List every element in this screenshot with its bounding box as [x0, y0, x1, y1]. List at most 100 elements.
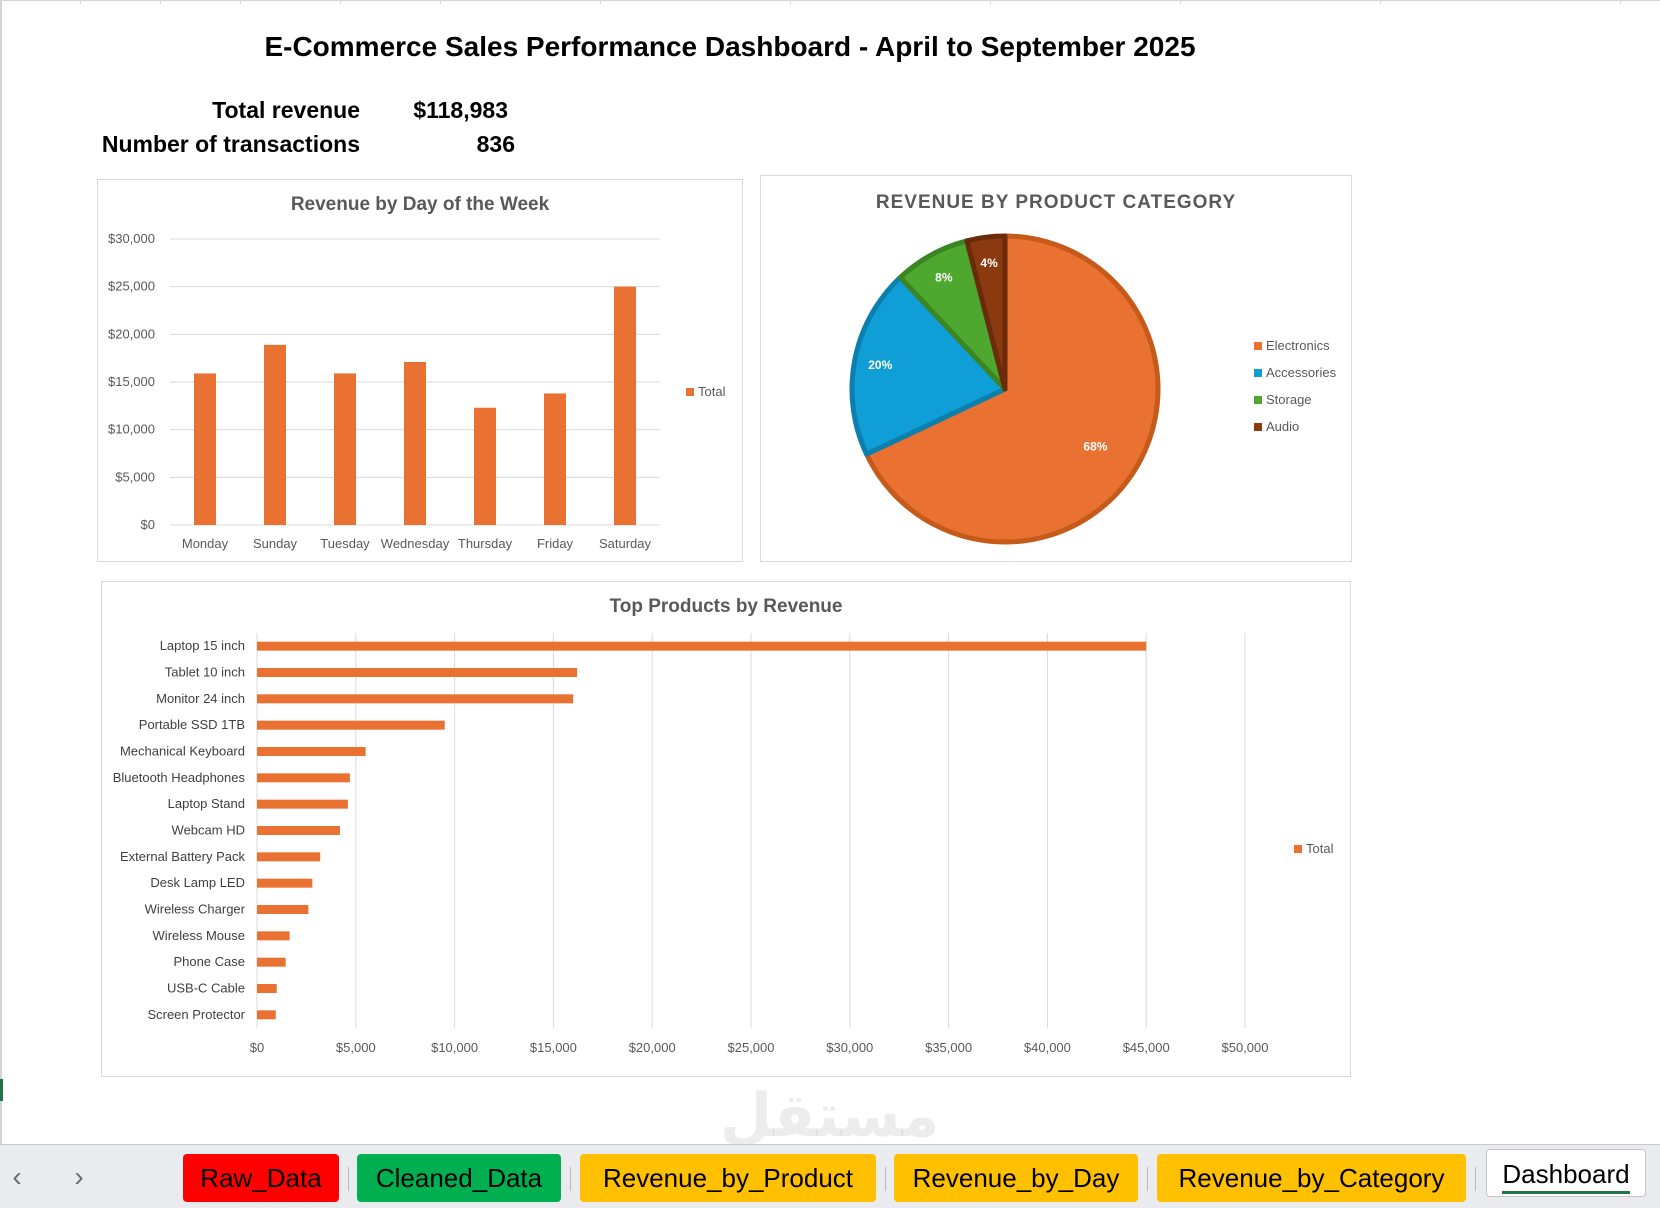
x-tick-label: $5,000	[336, 1040, 376, 1055]
x-tick-label: $20,000	[629, 1040, 676, 1055]
tab-revenue-by-category[interactable]: Revenue_by_Category	[1157, 1154, 1466, 1202]
pie-data-label: 68%	[1083, 439, 1107, 453]
tab-cleaned-data[interactable]: Cleaned_Data	[357, 1154, 561, 1202]
selection-indicator	[0, 1079, 3, 1101]
pie-slice-audio	[964, 233, 1008, 392]
x-tick-label: $45,000	[1123, 1040, 1170, 1055]
bar-product	[257, 773, 350, 783]
y-tick-label: External Battery Pack	[120, 849, 245, 864]
y-tick-label: Mechanical Keyboard	[120, 744, 245, 759]
tab-revenue-by-product[interactable]: Revenue_by_Product	[580, 1154, 876, 1202]
y-tick-label: $0	[141, 517, 155, 532]
bar-product	[257, 694, 574, 704]
y-tick-label: $20,000	[108, 326, 155, 341]
column-gridline	[1180, 1, 1181, 4]
revenue-by-day-plot: $0 $5,000 $10,000 $15,000 $20,000 $25,000 $30,…	[108, 231, 726, 551]
x-tick-label: $35,000	[925, 1040, 972, 1055]
revenue-by-category-title: REVENUE BY PRODUCT CATEGORY	[875, 192, 1237, 213]
column-gridline	[1380, 1, 1381, 4]
y-tick-label: Bluetooth Headphones	[113, 770, 246, 785]
x-tick-label: Friday	[537, 536, 574, 551]
legend-swatch-electronics	[1254, 342, 1262, 350]
sheet-left-border	[0, 1, 2, 1145]
tab-separator	[348, 1167, 349, 1191]
x-tick-label: $0	[250, 1040, 264, 1055]
y-tick-label: USB-C Cable	[167, 981, 245, 996]
y-tick-label: Screen Protector	[147, 1007, 245, 1022]
tab-label: Revenue_by_Product	[602, 1163, 854, 1193]
column-gridline	[80, 1, 81, 4]
tab-label: Revenue_by_Day	[912, 1163, 1120, 1193]
legend-label: Total	[698, 384, 726, 399]
y-tick-label: Phone Case	[173, 954, 245, 969]
x-tick-label: Wednesday	[381, 536, 450, 551]
x-tick-label: $25,000	[728, 1040, 775, 1055]
tab-label: Revenue_by_Category	[1178, 1163, 1445, 1193]
bar-product	[257, 931, 290, 941]
pie-data-label: 20%	[868, 358, 892, 372]
legend-swatch-audio	[1254, 423, 1262, 431]
x-tick-label: $40,000	[1024, 1040, 1071, 1055]
bar-thursday	[474, 407, 496, 525]
sheet-tab-bar: ‹ › Raw_Data Cleaned_Data Revenue_by_Pro…	[0, 1144, 1660, 1208]
bar-product	[257, 799, 348, 809]
y-tick-label: $10,000	[108, 422, 155, 437]
revenue-by-category-chart[interactable]: REVENUE BY PRODUCT CATEGORY 68% 20% 8% 4% El…	[760, 175, 1352, 562]
revenue-by-day-chart[interactable]: Revenue by Day of the Week $0 $5,000 $10,0…	[97, 179, 743, 562]
column-gridline	[340, 1, 341, 4]
column-gridline	[440, 1, 441, 4]
legend-swatch-accessories	[1254, 369, 1262, 377]
tab-revenue-by-day[interactable]: Revenue_by_Day	[894, 1154, 1138, 1202]
bar-product	[257, 852, 321, 862]
tab-label: Dashboard	[1502, 1159, 1630, 1194]
legend-label: Audio	[1266, 419, 1299, 434]
bar-product	[257, 957, 286, 967]
y-tick-label: $30,000	[108, 231, 155, 246]
pie-slice-electronics	[864, 233, 1161, 545]
y-tick-label: Wireless Charger	[145, 902, 246, 917]
x-tick-label: $30,000	[826, 1040, 873, 1055]
bar-product	[257, 1010, 276, 1020]
x-tick-label: $50,000	[1222, 1040, 1269, 1055]
tab-label: Raw_Data	[200, 1163, 322, 1193]
tab-raw-data[interactable]: Raw_Data	[183, 1154, 339, 1202]
y-tick-label: $25,000	[108, 279, 155, 294]
tab-label: Cleaned_Data	[375, 1163, 543, 1193]
tab-dashboard[interactable]: Dashboard	[1486, 1149, 1646, 1197]
bar-product	[257, 826, 340, 835]
column-gridline	[600, 1, 601, 4]
dashboard-title: E-Commerce Sales Performance Dashboard -…	[264, 31, 1196, 62]
bar-product	[257, 905, 309, 914]
column-gridline	[790, 1, 791, 4]
top-products-plot: $0 $5,000 $10,000 $15,000 $20,000 $25,000 $30,…	[113, 633, 1334, 1055]
pie-data-label: 8%	[935, 271, 953, 285]
top-products-title: Top Products by Revenue	[609, 596, 843, 617]
tab-separator	[1475, 1167, 1476, 1191]
bar-product	[257, 984, 277, 993]
bar-tuesday	[334, 373, 356, 525]
x-tick-label: Monday	[182, 536, 229, 551]
y-tick-label: Laptop Stand	[168, 796, 245, 811]
bar-product	[257, 668, 578, 677]
tab-separator	[885, 1167, 886, 1191]
y-tick-label: Laptop 15 inch	[160, 638, 245, 653]
x-tick-label: Saturday	[599, 536, 652, 551]
pie-slice-accessories	[849, 274, 1008, 457]
prev-sheet-icon[interactable]: ‹	[12, 1161, 22, 1192]
x-tick-label: Sunday	[253, 536, 298, 551]
worksheet-area[interactable]: E-Commerce Sales Performance Dashboard -…	[0, 0, 1660, 1149]
revenue-by-category-plot: 68% 20% 8% 4% Electronics Accessories Storage A…	[849, 233, 1337, 545]
bar-wednesday	[404, 361, 426, 525]
x-tick-label: $15,000	[530, 1040, 577, 1055]
next-sheet-icon[interactable]: ›	[74, 1161, 84, 1192]
y-tick-label: Webcam HD	[172, 823, 245, 838]
pie-data-label: 4%	[980, 256, 998, 270]
y-tick-label: Monitor 24 inch	[156, 691, 245, 706]
top-products-chart[interactable]: Top Products by Revenue $0 $5,000 $10,000 $…	[101, 581, 1351, 1077]
bar-product	[257, 641, 1147, 651]
legend-swatch-storage	[1254, 396, 1262, 404]
column-gridline	[240, 1, 241, 4]
bar-sunday	[264, 344, 286, 525]
y-tick-label: Wireless Mouse	[153, 928, 245, 943]
bar-friday	[544, 393, 566, 525]
